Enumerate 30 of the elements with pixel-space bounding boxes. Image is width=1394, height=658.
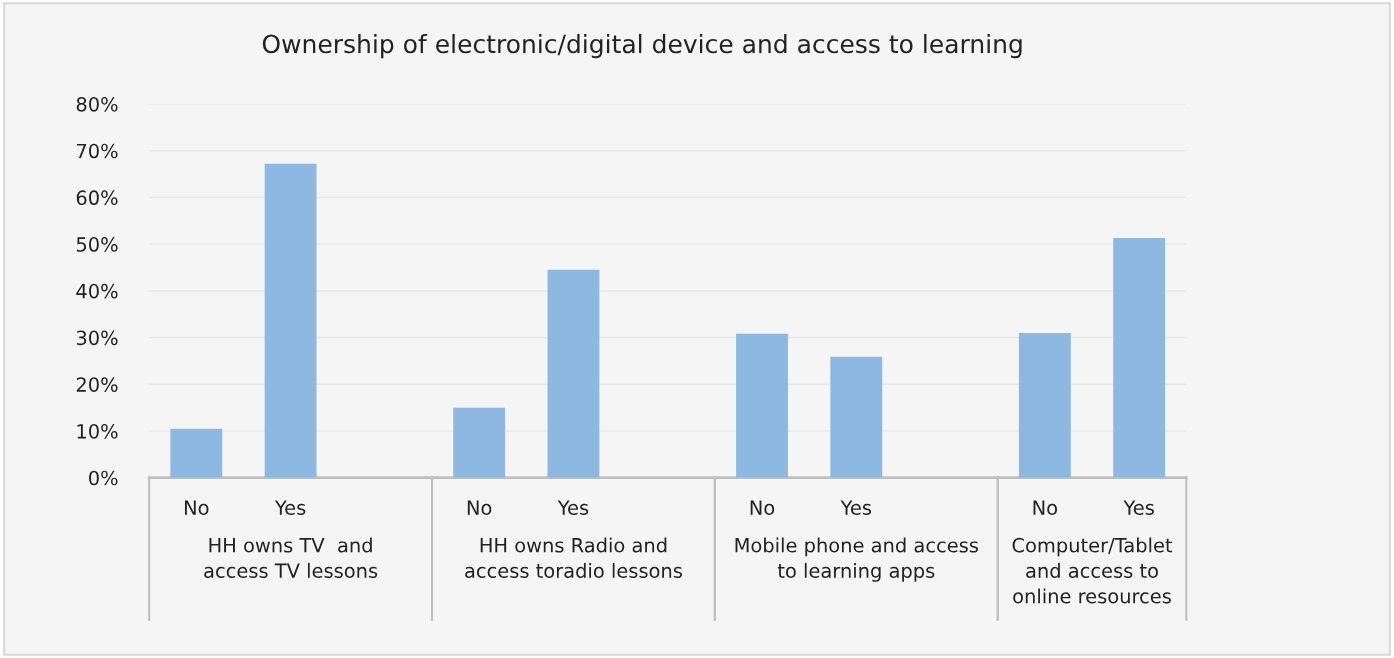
y-tick-label: 20% [76, 377, 118, 392]
x-tick-label: No [1033, 500, 1058, 515]
bar [736, 333, 788, 478]
chart-title: Ownership of electronic/digital device and access to learning [262, 33, 1022, 59]
y-tick-label: 80% [76, 96, 118, 112]
text: HH owns Radio and access toradio lessons [465, 537, 682, 579]
bar [264, 163, 317, 478]
x-tick-label: Yes [1123, 500, 1154, 515]
bar [453, 407, 506, 478]
bar [170, 428, 223, 478]
y-tick-label: 70% [76, 143, 118, 159]
y-tick-label: 60% [76, 190, 118, 206]
x-tick-label: Yes [840, 500, 872, 515]
text: Computer/Tablet and access to online resources [1012, 537, 1173, 604]
text: Mobile phone and access to learning apps [735, 537, 978, 582]
bar [1018, 332, 1071, 478]
text: HH owns TV and access TV lessons [204, 537, 378, 579]
y-tick-label: 30% [76, 330, 118, 346]
bar [547, 269, 600, 478]
x-tick-label: Yes [274, 500, 306, 515]
x-tick-label: No [750, 500, 775, 515]
x-tick-label: No [467, 500, 492, 515]
y-tick-label: 50% [76, 237, 118, 252]
x-tick-label: Yes [557, 500, 589, 515]
x-tick-label: No [184, 500, 209, 515]
y-tick-label: 0% [89, 470, 118, 486]
y-tick-label: 10% [77, 423, 118, 439]
y-tick-label: 40% [76, 283, 118, 299]
bar [1113, 238, 1166, 478]
bar [830, 356, 883, 478]
